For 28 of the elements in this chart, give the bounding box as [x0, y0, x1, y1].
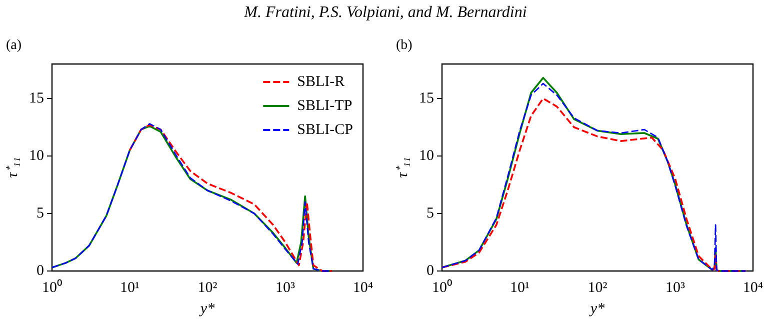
chart-title: (a)	[6, 38, 22, 54]
y-tick-label: 10	[419, 148, 434, 164]
y-tick-label: 15	[29, 90, 44, 106]
y-tick-label: 10	[29, 148, 44, 164]
legend-label: SBLI-R	[297, 74, 345, 90]
x-tick-label: 10⁴	[352, 280, 374, 296]
y-axis-title: τ⁺₁₁	[4, 157, 21, 178]
x-tick-label: 10²	[198, 280, 218, 296]
x-axis-title: y*	[198, 300, 216, 317]
chart-title: (b)	[396, 38, 412, 54]
x-tick-label: 10³	[276, 280, 296, 296]
y-tick-label: 5	[426, 205, 434, 222]
x-axis-title: y*	[588, 300, 606, 317]
legend-label: SBLI-CP	[297, 122, 354, 138]
x-tick-label: 10³	[666, 280, 686, 296]
x-tick-label: 10⁰	[432, 278, 452, 296]
x-tick-label: 10¹	[120, 280, 140, 296]
y-tick-label: 0	[36, 262, 44, 279]
y-axis-title: τ⁺₁₁	[394, 157, 411, 178]
legend-label: SBLI-TP	[297, 98, 352, 114]
x-tick-label: 10¹	[510, 280, 530, 296]
y-tick-label: 0	[426, 262, 434, 279]
x-tick-label: 10⁴	[742, 280, 764, 296]
x-tick-label: 10²	[588, 280, 608, 296]
x-tick-label: 10⁰	[42, 278, 62, 296]
y-tick-label: 5	[36, 205, 44, 222]
y-tick-label: 15	[419, 90, 434, 106]
text: M. Fratini, P.S. Volpiani, and M. Bernardini	[243, 4, 528, 22]
